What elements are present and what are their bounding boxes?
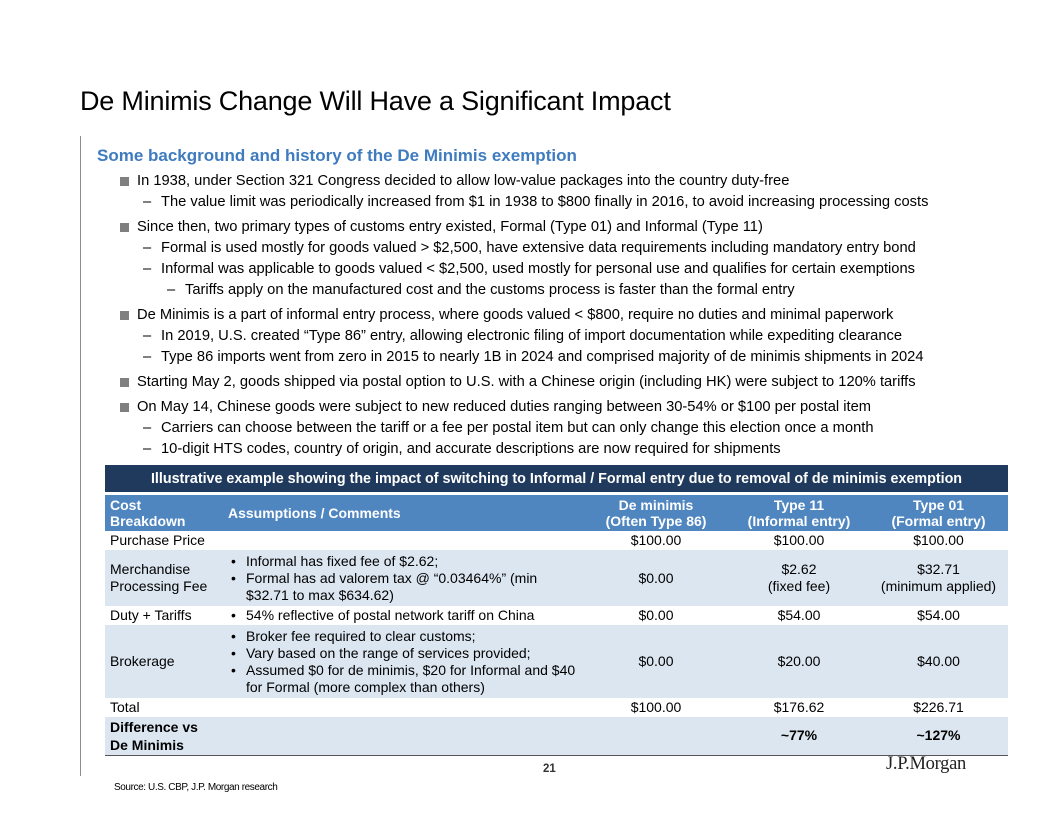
comment-item: Assumed $0 for de minimis, $20 for Infor… — [228, 662, 578, 696]
left-divider — [80, 136, 81, 776]
bullet-item: In 1938, under Section 321 Congress deci… — [118, 171, 1008, 192]
page-number: 21 — [543, 763, 556, 775]
cell-type-01: $40.00 — [869, 625, 1008, 698]
bullet-item: Since then, two primary types of customs… — [118, 217, 1008, 238]
row-label: Brokerage — [105, 625, 223, 698]
section-heading: Some background and history of the De Mi… — [97, 146, 577, 165]
bullet-item: Starting May 2, goods shipped via postal… — [118, 372, 1008, 393]
source-note: Source: U.S. CBP, J.P. Morgan research — [114, 782, 278, 793]
sub-sub-bullet-item: Tariffs apply on the manufactured cost a… — [118, 280, 1008, 301]
cost-comparison-table: Illustrative example showing the impact … — [105, 465, 1008, 756]
row-label: Purchase Price — [105, 531, 223, 550]
bullet-item: On May 14, Chinese goods were subject to… — [118, 397, 1008, 418]
header-cost-breakdown: Cost Breakdown — [105, 495, 223, 531]
bullet-list: In 1938, under Section 321 Congress deci… — [118, 171, 1008, 460]
cell-type-11: $2.62 (fixed fee) — [729, 550, 869, 606]
header-type-01: Type 01 (Formal entry) — [869, 495, 1008, 531]
comment-item: Vary based on the range of services prov… — [228, 645, 578, 662]
table-header-row: Cost Breakdown Assumptions / Comments De … — [105, 495, 1008, 531]
table-row-purchase-price: Purchase Price $100.00 $100.00 $100.00 — [105, 531, 1008, 550]
cell-de-minimis — [583, 717, 729, 756]
table-row-total: Total $100.00 $176.62 $226.71 — [105, 698, 1008, 717]
comment-item: 54% reflective of postal network tariff … — [228, 607, 578, 624]
table-caption: Illustrative example showing the impact … — [105, 465, 1008, 492]
cell-type-01: $100.00 — [869, 531, 1008, 550]
header-assumptions: Assumptions / Comments — [223, 495, 583, 531]
bullet-item: De Minimis is a part of informal entry p… — [118, 305, 1008, 326]
cell-type-01: ~127% — [869, 717, 1008, 756]
table-row-difference: Difference vs De Minimis ~77% ~127% — [105, 717, 1008, 756]
row-comments: 54% reflective of postal network tariff … — [223, 606, 583, 625]
comment-item: Formal has ad valorem tax @ “0.03464%” (… — [228, 570, 578, 604]
table-row-duty-tariffs: Duty + Tariffs 54% reflective of postal … — [105, 606, 1008, 625]
row-comments — [223, 717, 583, 756]
sub-bullet-item: 10-digit HTS codes, country of origin, a… — [118, 439, 1008, 460]
cell-de-minimis: $0.00 — [583, 606, 729, 625]
row-label: Merchandise Processing Fee — [105, 550, 223, 606]
row-comments: Broker fee required to clear customs; Va… — [223, 625, 583, 698]
sub-bullet-item: Formal is used mostly for goods valued >… — [118, 238, 1008, 259]
cell-de-minimis: $0.00 — [583, 625, 729, 698]
row-comments — [223, 698, 583, 717]
cell-type-11: $100.00 — [729, 531, 869, 550]
sub-bullet-item: The value limit was periodically increas… — [118, 192, 1008, 213]
cell-type-01: $32.71 (minimum applied) — [869, 550, 1008, 606]
cell-de-minimis: $0.00 — [583, 550, 729, 606]
row-label: Difference vs De Minimis — [105, 717, 223, 756]
sub-bullet-item: In 2019, U.S. created “Type 86” entry, a… — [118, 326, 1008, 347]
comment-item: Informal has fixed fee of $2.62; — [228, 553, 578, 570]
sub-bullet-item: Informal was applicable to goods valued … — [118, 259, 1008, 280]
cell-type-11: $20.00 — [729, 625, 869, 698]
row-comments — [223, 531, 583, 550]
header-type-11: Type 11 (Informal entry) — [729, 495, 869, 531]
cell-de-minimis: $100.00 — [583, 531, 729, 550]
sub-bullet-item: Carriers can choose between the tariff o… — [118, 418, 1008, 439]
header-de-minimis: De minimis (Often Type 86) — [583, 495, 729, 531]
sub-bullet-item: Type 86 imports went from zero in 2015 t… — [118, 347, 1008, 368]
cell-type-11: $176.62 — [729, 698, 869, 717]
table-row-brokerage: Brokerage Broker fee required to clear c… — [105, 625, 1008, 698]
row-comments: Informal has fixed fee of $2.62; Formal … — [223, 550, 583, 606]
cell-type-11: ~77% — [729, 717, 869, 756]
cell-type-01: $54.00 — [869, 606, 1008, 625]
page-title: De Minimis Change Will Have a Significan… — [80, 86, 671, 116]
cell-de-minimis: $100.00 — [583, 698, 729, 717]
row-label: Duty + Tariffs — [105, 606, 223, 625]
cell-type-01: $226.71 — [869, 698, 1008, 717]
jpmorgan-logo: J.P.Morgan — [886, 754, 966, 774]
row-label: Total — [105, 698, 223, 717]
comment-item: Broker fee required to clear customs; — [228, 628, 578, 645]
cell-type-11: $54.00 — [729, 606, 869, 625]
